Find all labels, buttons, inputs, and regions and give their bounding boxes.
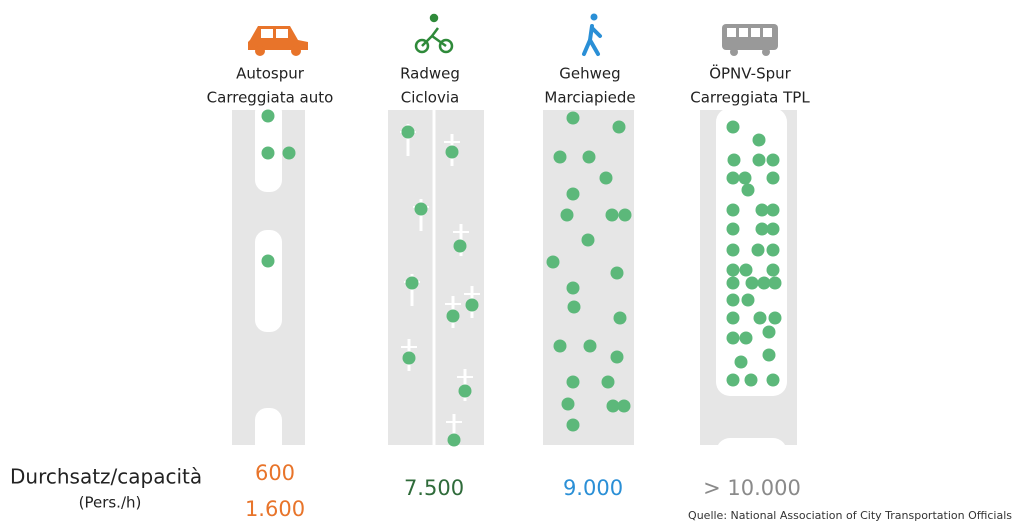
person-dot: [618, 400, 631, 413]
person-dot: [611, 351, 624, 364]
source: Quelle: National Association of City Tra…: [688, 509, 1012, 522]
person-dot: [742, 184, 755, 197]
person-dot: [466, 299, 479, 312]
person-dot: [740, 264, 753, 277]
person-dot: [727, 264, 740, 277]
person-dot: [767, 244, 780, 257]
person-dot: [614, 312, 627, 325]
person-dot: [613, 121, 626, 134]
row-unit: (Pers./h): [79, 494, 142, 512]
person-dot: [767, 204, 780, 217]
car-icon: [248, 26, 308, 56]
person-dot: [402, 126, 415, 139]
person-dot: [567, 112, 580, 125]
person-dot: [727, 244, 740, 257]
person-dot: [611, 267, 624, 280]
throughput: > 10.000: [703, 476, 801, 500]
person-dot: [754, 312, 767, 325]
person-dot: [561, 209, 574, 222]
throughput: 9.000: [563, 476, 623, 500]
person-dot: [763, 326, 776, 339]
person-dot: [727, 172, 740, 185]
person-dot: [753, 154, 766, 167]
person-dot: [448, 434, 461, 447]
label-de: Autospur: [236, 65, 305, 83]
person-dot: [739, 172, 752, 185]
person-dot: [262, 147, 275, 160]
car-shape: [255, 230, 282, 332]
bike-icon: [416, 15, 452, 52]
throughput: 1.600: [245, 497, 305, 521]
person-dot: [763, 349, 776, 362]
label-it: Marciapiede: [544, 89, 635, 107]
person-dot: [415, 203, 428, 216]
person-dot: [562, 398, 575, 411]
person-dot: [769, 277, 782, 290]
lanes: [232, 100, 797, 478]
person-dot: [767, 172, 780, 185]
person-dot: [567, 188, 580, 201]
label-it: Carreggiata TPL: [690, 89, 810, 107]
person-dot: [727, 204, 740, 217]
person-dot: [606, 209, 619, 222]
person-dot: [619, 209, 632, 222]
person-dot: [727, 121, 740, 134]
bus-icon: [722, 24, 778, 56]
throughput: 7.500: [404, 476, 464, 500]
person-dot: [740, 332, 753, 345]
person-dot: [584, 340, 597, 353]
person-dot: [406, 277, 419, 290]
person-dot: [767, 374, 780, 387]
person-dot: [554, 151, 567, 164]
person-dot: [746, 277, 759, 290]
person-dot: [283, 147, 296, 160]
person-dot: [727, 374, 740, 387]
person-dot: [583, 151, 596, 164]
person-dot: [742, 294, 755, 307]
person-dot: [262, 255, 275, 268]
person-dot: [459, 385, 472, 398]
person-dot: [602, 376, 615, 389]
throughput: 600: [255, 461, 295, 485]
person-dot: [582, 234, 595, 247]
label-de: ÖPNV-Spur: [709, 64, 791, 83]
person-dot: [767, 223, 780, 236]
person-dot: [752, 244, 765, 257]
person-dot: [727, 294, 740, 307]
person-dot: [547, 256, 560, 269]
person-dot: [454, 240, 467, 253]
row-title: Durchsatz/capacità: [10, 465, 202, 489]
walk-icon: [584, 14, 600, 55]
person-dot: [767, 264, 780, 277]
person-dot: [554, 340, 567, 353]
car-shape: [255, 408, 282, 468]
bus-shape: [716, 438, 787, 478]
infographic: Autospur Carreggiata auto Radweg Ciclovi…: [0, 0, 1018, 525]
person-dot: [735, 356, 748, 369]
person-dot: [262, 110, 275, 123]
person-dot: [727, 332, 740, 345]
label-de: Radweg: [400, 65, 460, 83]
person-dot: [567, 282, 580, 295]
person-dot: [753, 134, 766, 147]
person-dot: [727, 277, 740, 290]
person-dot: [403, 352, 416, 365]
person-dot: [769, 312, 782, 325]
person-dot: [745, 374, 758, 387]
person-dot: [567, 376, 580, 389]
label-it: Carreggiata auto: [207, 89, 334, 107]
person-dot: [600, 172, 613, 185]
person-dot: [447, 310, 460, 323]
person-dot: [727, 312, 740, 325]
person-dot: [728, 154, 741, 167]
person-dot: [567, 419, 580, 432]
label-it: Ciclovia: [401, 89, 459, 107]
person-dot: [727, 223, 740, 236]
person-dot: [767, 154, 780, 167]
person-dot: [446, 146, 459, 159]
label-de: Gehweg: [559, 65, 620, 83]
person-dot: [568, 301, 581, 314]
